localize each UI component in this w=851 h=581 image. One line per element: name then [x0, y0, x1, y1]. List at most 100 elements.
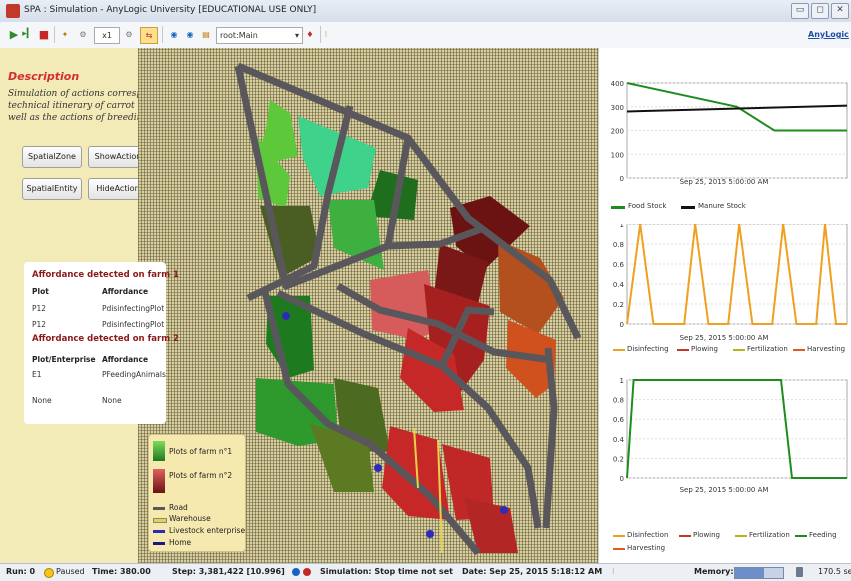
speed-field[interactable]: x1 [94, 27, 120, 44]
chart-actions-1-plot: 1 0.8 0.6 0.4 0.2 0 [613, 224, 848, 329]
navigate-home-icon[interactable]: ◉ [186, 30, 194, 39]
anylogic-link[interactable]: AnyLogic [808, 30, 849, 39]
speed-up-icon[interactable]: ⚙ [125, 30, 133, 39]
slow-down-icon[interactable]: ✦ [61, 30, 69, 39]
map-drawing [234, 62, 582, 556]
step-icon[interactable]: ▸▎ [22, 29, 34, 39]
col-affordance-header: Affordance [102, 287, 149, 296]
y-tick-label: 0.4 [613, 281, 625, 289]
legend-fertilization: Fertilization [747, 345, 788, 353]
harvesting-swatch [613, 548, 625, 550]
charts-panel: 400 300 200 100 0 Sep 25, 2015 5:00:00 AM Fo… [598, 48, 851, 563]
y-tick-label: 0.4 [613, 436, 625, 444]
chart-actions-2-plot: 1 0.8 0.6 0.4 0.2 0 [613, 377, 848, 483]
livestock-markers [282, 312, 508, 538]
navigate-back-icon[interactable]: ◉ [170, 30, 178, 39]
speed-down-icon[interactable]: ⚙ [79, 30, 87, 39]
road-network [234, 62, 582, 556]
error-icon[interactable] [303, 568, 311, 576]
chart-actions-1-date: Sep 25, 2015 5:00:00 AM [679, 334, 769, 342]
series-line [626, 104, 848, 113]
spatial-zone-button[interactable]: SpatialZone [22, 146, 82, 168]
chart-actions-1: 1 0.8 0.6 0.4 0.2 0 Sep 25, 2015 5:00:00 AM D… [599, 224, 851, 384]
row-affordance: PdisinfectingPlot [102, 320, 165, 329]
legend-plowing: Plowing [693, 531, 720, 539]
trash-icon[interactable] [796, 567, 803, 577]
manure-stock-swatch [681, 206, 695, 209]
date-value: Date: Sep 25, 2015 5:18:12 AM [462, 567, 603, 576]
pin-icon[interactable]: ♦ [306, 30, 314, 39]
y-tick-label: 1 [620, 377, 624, 385]
chart-stock: 400 300 200 100 0 Sep 25, 2015 5:00:00 AM Fo… [599, 78, 851, 238]
series-line [626, 82, 847, 132]
toolbar-handle-icon: ⁝ [324, 30, 328, 39]
y-tick-label: 100 [611, 151, 624, 159]
root-select[interactable]: root:Main ▾ [216, 27, 303, 44]
y-tick-label: 0.6 [613, 416, 625, 424]
road-swatch [153, 507, 165, 510]
col-affordance-header: Affordance [102, 355, 149, 364]
disinfecting-swatch [613, 349, 625, 351]
legend-feeding: Feeding [809, 531, 837, 539]
y-tick-label: 0 [620, 475, 624, 483]
model-folder-icon[interactable]: ▤ [202, 30, 210, 39]
legend-harvesting: Harvesting [627, 544, 666, 552]
series-line [626, 379, 847, 479]
status-bar: Run: 0 Paused Time: 380.00 Step: 3,381,4… [0, 563, 851, 581]
chart-actions-2: 1 0.8 0.6 0.4 0.2 0 Sep 25, 2015 5:00:00 AM D… [599, 374, 851, 564]
plot-farm2 [434, 244, 488, 304]
legend-fertilization: Fertilization [749, 531, 790, 539]
status-handle-icon: ⁝ [612, 567, 615, 576]
spatial-entity-button[interactable]: SpatialEntity [22, 178, 82, 200]
legend-plowing: Plowing [691, 345, 718, 353]
legend-harvesting: Harvesting [807, 345, 846, 353]
row-plot: P12 [32, 304, 47, 313]
y-tick-label: 0.2 [613, 455, 624, 463]
realtime-toggle-icon[interactable]: ⇆ [140, 27, 158, 44]
stop-icon[interactable]: ■ [38, 28, 50, 41]
y-tick-label: 0 [620, 175, 624, 183]
farm2-swatch [153, 469, 165, 493]
description-title: Description [8, 70, 80, 83]
run-count: Run: 0 [6, 567, 36, 576]
y-tick-label: 0.8 [613, 397, 624, 405]
row-plot: P12 [32, 320, 47, 329]
plowing-swatch [679, 535, 691, 537]
food-stock-swatch [611, 206, 625, 209]
info-icon[interactable] [292, 568, 300, 576]
title-bar: SPA : Simulation - AnyLogic University [… [0, 0, 851, 23]
legend-livestock: Livestock enterprise [169, 526, 246, 535]
harvesting-swatch [793, 349, 805, 351]
warehouse-swatch [153, 518, 167, 523]
disinfection-swatch [613, 535, 625, 537]
memory-bar [734, 567, 784, 579]
y-tick-label: 200 [611, 128, 624, 136]
root-select-value: root:Main [220, 31, 258, 40]
minimize-button[interactable]: ▭ [791, 3, 809, 19]
chart-actions-2-date: Sep 25, 2015 5:00:00 AM [679, 486, 769, 494]
chart-stock-date: Sep 25, 2015 5:00:00 AM [679, 178, 769, 186]
plot-farm2 [442, 444, 494, 520]
legend-warehouse: Warehouse [169, 514, 211, 523]
col-plot-header: Plot [32, 287, 49, 296]
legend-disinfecting: Disinfecting [627, 345, 669, 353]
run-icon[interactable]: ▶ [9, 28, 19, 41]
plot-farm2 [400, 328, 464, 412]
fertilization-swatch [735, 535, 747, 537]
app-icon [6, 4, 20, 18]
plowing-swatch [677, 349, 689, 351]
close-button[interactable]: ✕ [831, 3, 849, 19]
window-title: SPA : Simulation - AnyLogic University [… [24, 5, 317, 15]
paused-status: Paused [56, 567, 85, 576]
affordance-panel: Affordance detected on farm 1 Plot Affor… [24, 262, 179, 424]
description-text: Simulation of actions corresp technical … [8, 89, 140, 123]
row-affordance: None [102, 396, 122, 405]
plot-farm2 [498, 240, 564, 334]
warehouse-lines [413, 427, 443, 554]
farm1-swatch [153, 441, 165, 461]
row-affordance: PdisinfectingPlot [102, 304, 165, 313]
maximize-button[interactable]: ◻ [811, 3, 829, 19]
map-legend: Plots of farm n°1 Plots of farm n°2 Road… [148, 434, 246, 552]
col-plot-enterprise-header: Plot/Enterprise [32, 355, 96, 364]
legend-farm1: Plots of farm n°1 [169, 447, 233, 456]
